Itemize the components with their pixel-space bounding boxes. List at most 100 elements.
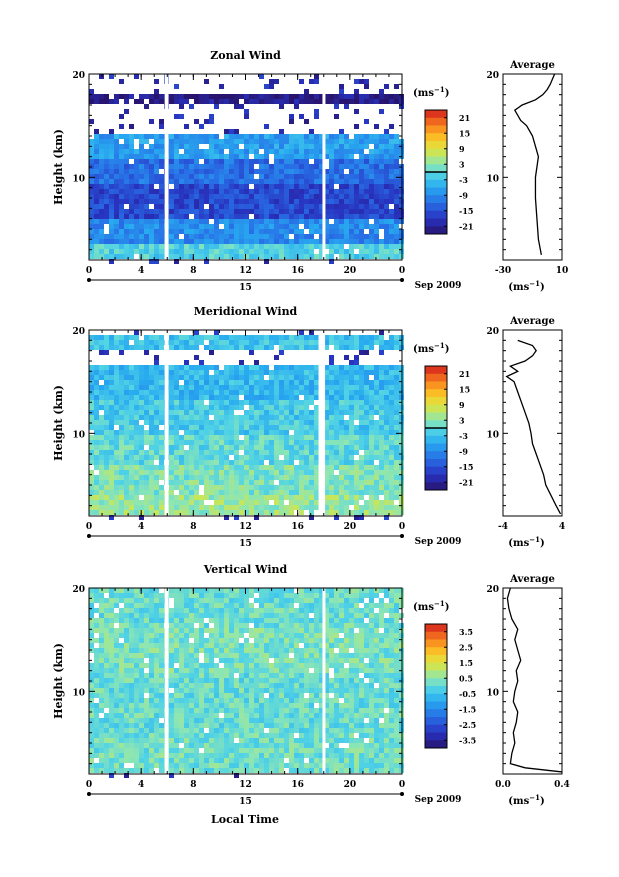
heatmap-cell [374, 480, 379, 485]
heatmap-cell [154, 204, 159, 209]
heatmap-cell [189, 435, 194, 440]
heatmap-cell [119, 214, 124, 219]
heatmap-cell [209, 405, 214, 410]
heatmap-cell [254, 490, 259, 495]
heatmap-cell [359, 194, 364, 199]
heatmap-cell [154, 425, 159, 430]
heatmap-cell [229, 179, 234, 184]
heatmap-cell [204, 623, 209, 628]
heatmap-cell [309, 335, 314, 340]
heatmap-cell [289, 174, 294, 179]
heatmap-cell [199, 239, 204, 244]
heatmap-cell [344, 495, 349, 500]
heatmap-cell [219, 430, 224, 435]
heatmap-cell [339, 149, 344, 154]
heatmap-cell [109, 465, 114, 470]
heatmap-cell [109, 648, 114, 653]
heatmap-cell [314, 638, 319, 643]
heatmap-cell [139, 234, 144, 239]
heatmap-cell [129, 154, 134, 159]
heatmap-cell [99, 603, 104, 608]
heatmap-cell [189, 199, 194, 204]
heatmap-cell [304, 164, 309, 169]
heatmap-cell [159, 184, 164, 189]
heatmap-cell [139, 470, 144, 475]
heatmap-cell [374, 234, 379, 239]
heatmap-cell [284, 420, 289, 425]
heatmap-cell [149, 249, 154, 254]
heatmap-cell [379, 385, 384, 390]
heatmap-cell [304, 94, 309, 99]
data-gap [322, 74, 325, 260]
heatmap-cell [184, 244, 189, 249]
heatmap-cell [254, 199, 259, 204]
heatmap-cell [214, 174, 219, 179]
colorbar-segment [425, 405, 447, 413]
heatmap-cell [174, 99, 179, 104]
heatmap-cell [229, 475, 234, 480]
heatmap-cell [119, 350, 124, 355]
heatmap-cell [339, 99, 344, 104]
heatmap-cell [239, 623, 244, 628]
heatmap-cell [109, 169, 114, 174]
heatmap-cell [374, 179, 379, 184]
heatmap-cell [169, 435, 174, 440]
colorbar-tick-label: -15 [459, 462, 473, 472]
heatmap-cell [189, 613, 194, 618]
heatmap-cell [119, 204, 124, 209]
heatmap-cell [229, 500, 234, 505]
heatmap-cell [114, 480, 119, 485]
heatmap-cell [234, 618, 239, 623]
average-title: Average [509, 316, 555, 327]
heatmap-cell [229, 638, 234, 643]
heatmap-cell [204, 249, 209, 254]
heatmap-cell [134, 154, 139, 159]
heatmap-cell [289, 380, 294, 385]
heatmap-cell [124, 149, 129, 154]
heatmap-cell [154, 345, 159, 350]
heatmap-cell [134, 209, 139, 214]
heatmap-cell [89, 500, 94, 505]
heatmap-cell [179, 425, 184, 430]
heatmap-cell [89, 415, 94, 420]
heatmap-cell [369, 613, 374, 618]
heatmap-cell [249, 603, 254, 608]
heatmap-cell [144, 505, 149, 510]
heatmap-cell [144, 340, 149, 345]
heatmap-cell [354, 623, 359, 628]
heatmap-cell [184, 623, 189, 628]
heatmap-cell [279, 365, 284, 370]
heatmap-cell [314, 410, 319, 415]
heatmap-cell [204, 410, 209, 415]
heatmap-cell [264, 385, 269, 390]
heatmap-cell [169, 643, 174, 648]
heatmap-cell [134, 224, 139, 229]
heatmap [89, 330, 404, 520]
heatmap-cell [119, 375, 124, 380]
heatmap-cell [384, 249, 389, 254]
colorbar-segment [425, 203, 447, 211]
heatmap-cell [284, 234, 289, 239]
heatmap-cell [129, 450, 134, 455]
heatmap-cell [234, 470, 239, 475]
heatmap-cell [154, 420, 159, 425]
heatmap-cell [154, 623, 159, 628]
heatmap-cell [274, 420, 279, 425]
heatmap-cell [239, 460, 244, 465]
heatmap-cell [144, 365, 149, 370]
heatmap-cell [329, 500, 334, 505]
heatmap-cell [304, 249, 309, 254]
heatmap-cell [374, 194, 379, 199]
heatmap-cell [369, 179, 374, 184]
heatmap-cell [124, 184, 129, 189]
heatmap-cell [139, 598, 144, 603]
heatmap-cell [354, 603, 359, 608]
heatmap-cell [94, 445, 99, 450]
heatmap-cell [214, 194, 219, 199]
heatmap-cell [344, 410, 349, 415]
heatmap-cell [299, 455, 304, 460]
heatmap-cell [299, 114, 304, 119]
heatmap-cell [199, 633, 204, 638]
heatmap-cell [179, 340, 184, 345]
heatmap-cell [284, 623, 289, 628]
